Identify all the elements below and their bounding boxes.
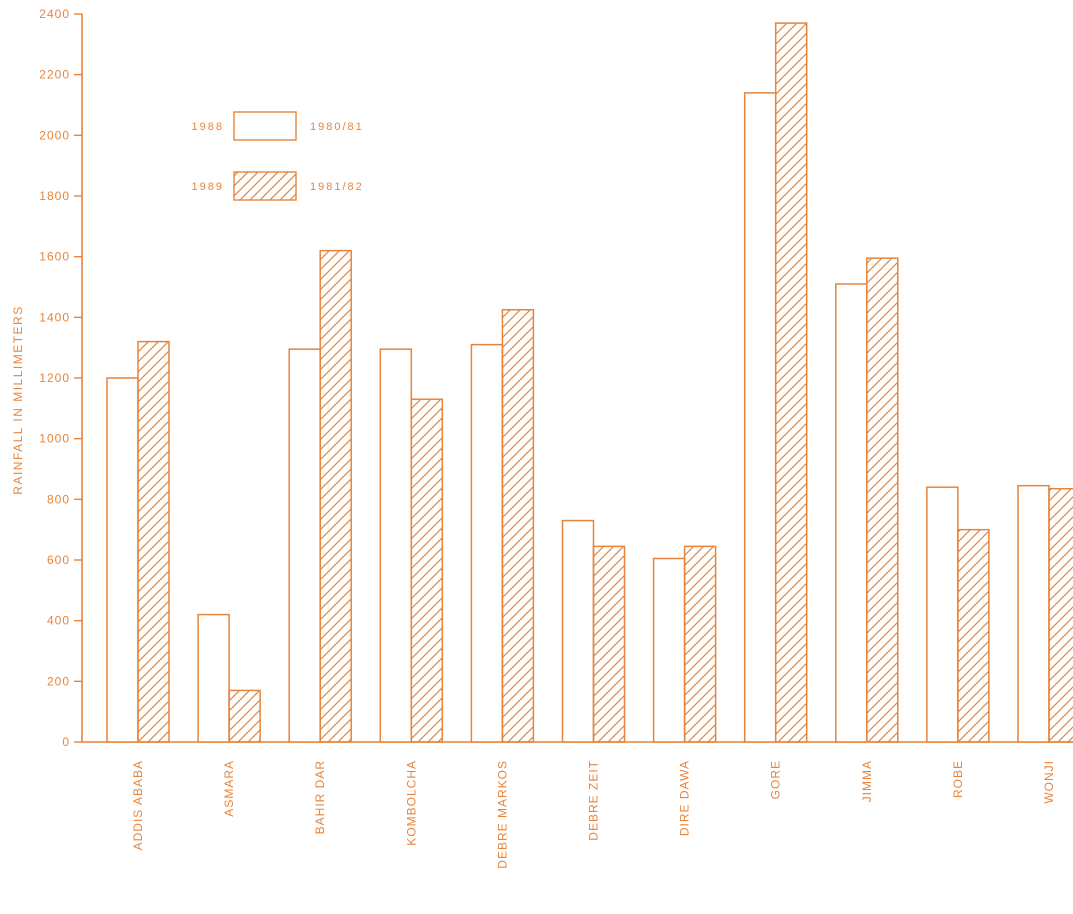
- category-label: ADDIS ABABA: [131, 760, 145, 850]
- y-axis-title: RAINFALL IN MILLIMETERS: [11, 305, 25, 494]
- y-tick-label: 1200: [39, 371, 70, 385]
- legend-label-year: 1988: [192, 121, 224, 133]
- bar-1988: [470, 343, 504, 743]
- category-label: WONJI: [1042, 760, 1056, 804]
- bar-1989: [410, 398, 444, 743]
- category-label: DEBRE ZEIT: [587, 760, 601, 841]
- y-tick-label: 1000: [39, 432, 70, 446]
- category-label: GORE: [769, 760, 783, 799]
- category-label: KOMBOLCHA: [404, 760, 418, 846]
- legend-swatch-hatched: [233, 171, 297, 201]
- bar-1988: [106, 377, 139, 743]
- legend-label-year: 1989: [192, 181, 224, 193]
- bar-1988: [1017, 484, 1050, 743]
- y-tick-label: 1800: [39, 189, 70, 203]
- y-tick-label: 200: [47, 674, 70, 688]
- y-tick-label: 1600: [39, 250, 70, 264]
- legend-swatch-open: [233, 111, 297, 141]
- bar-1988: [926, 486, 959, 743]
- bar-1989: [957, 528, 990, 743]
- bar-1989: [137, 340, 170, 743]
- bar-1989: [683, 545, 717, 743]
- y-tick-label: 0: [62, 735, 70, 749]
- bar-1988: [652, 557, 686, 743]
- bar-1989: [319, 249, 352, 743]
- bar-1988: [835, 283, 868, 743]
- bar-1989: [866, 257, 899, 743]
- bar-1989: [228, 689, 261, 743]
- category-label: DIRE DAWA: [678, 760, 692, 836]
- category-label: JIMMA: [860, 760, 874, 802]
- legend: 1988 1980/81 1989 1981/82: [192, 111, 364, 201]
- axes: 0 200 400 600 800 1000 1200 1400 1600 1800 2000 220…: [11, 7, 1073, 869]
- y-tick-label: 1400: [39, 310, 70, 324]
- y-tick-label: 800: [47, 492, 70, 506]
- y-tick-label: 2000: [39, 128, 70, 142]
- bar-1988: [197, 613, 230, 743]
- y-tick-label: 400: [47, 614, 70, 628]
- bar-1989: [501, 309, 535, 743]
- category-label: ASMARA: [222, 760, 236, 817]
- bar-1988: [743, 92, 777, 743]
- bar-1989: [592, 545, 626, 743]
- category-label: DEBRE MARKOS: [495, 760, 509, 869]
- y-tick-label: 2200: [39, 68, 70, 82]
- bar-1988: [379, 348, 413, 743]
- y-tick-label: 2400: [39, 7, 70, 21]
- bar-1989: [1048, 487, 1073, 743]
- legend-label-season: 1980/81: [310, 121, 364, 133]
- bar-1988: [288, 348, 321, 743]
- bar-1989: [774, 22, 808, 743]
- category-label: ROBE: [951, 760, 965, 798]
- bar-1988: [561, 519, 595, 743]
- y-tick-label: 600: [47, 553, 70, 567]
- bars: [106, 22, 1073, 743]
- category-label: BAHIR DAR: [313, 760, 327, 834]
- legend-label-season: 1981/82: [310, 181, 364, 193]
